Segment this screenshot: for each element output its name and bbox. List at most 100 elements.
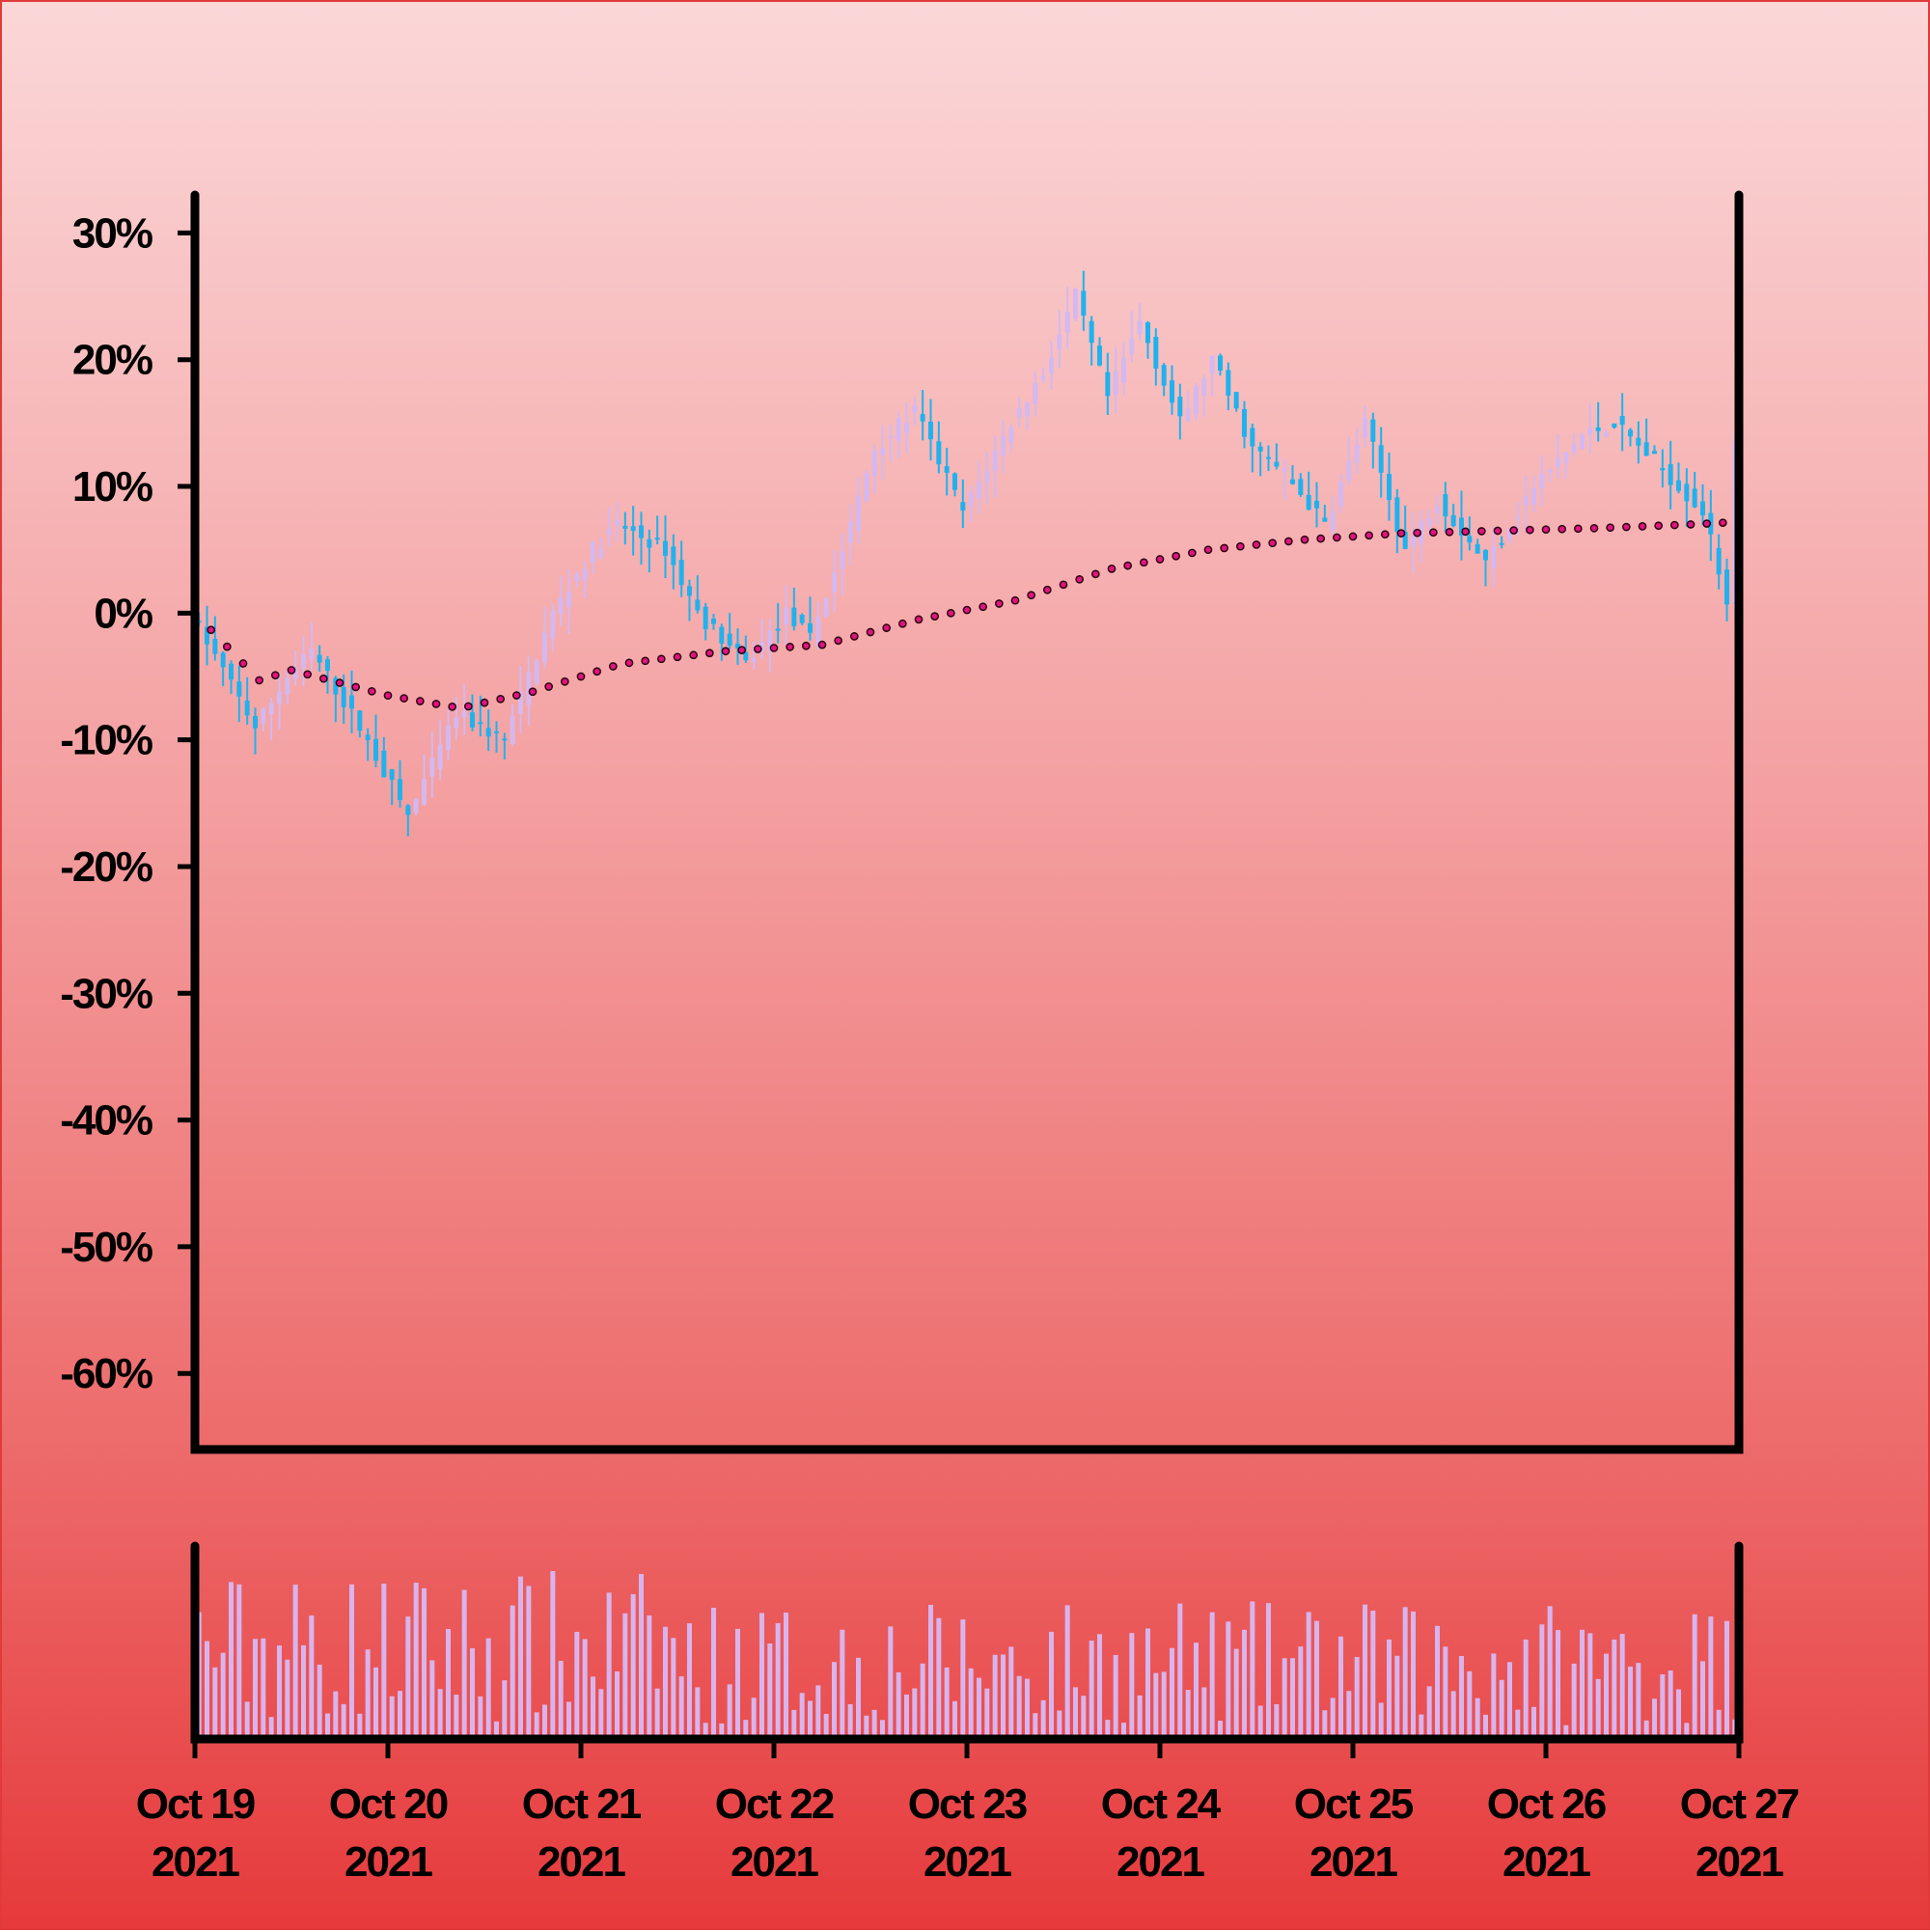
volume-bar: [422, 1587, 427, 1739]
candle: [1314, 482, 1319, 528]
volume-bar: [277, 1645, 282, 1739]
moving-average-dot: [351, 682, 361, 692]
candle-body: [236, 681, 242, 697]
candle-body: [615, 519, 620, 526]
moving-average-dot: [1172, 551, 1181, 561]
candle: [952, 472, 957, 497]
volume-bar: [1226, 1621, 1231, 1739]
candle: [1402, 505, 1408, 550]
candle-body: [960, 502, 966, 511]
y-tick-label: 20%: [72, 337, 152, 384]
candle: [1001, 420, 1006, 474]
candle-body: [1612, 423, 1617, 428]
candle: [1306, 471, 1311, 511]
moving-average-dot: [1638, 522, 1647, 531]
volume-bar: [317, 1664, 322, 1739]
candle-body: [1266, 456, 1271, 459]
moving-average-dot: [1300, 535, 1310, 544]
candle-body: [285, 677, 290, 695]
candle: [615, 501, 620, 542]
candle-body: [542, 632, 547, 663]
candle: [1370, 412, 1376, 469]
candle: [703, 602, 708, 641]
y-tick-label: -20%: [60, 843, 152, 891]
x-tick-label: Oct 27: [1680, 1780, 1799, 1828]
candle: [815, 600, 821, 650]
candle-body: [1233, 392, 1239, 409]
volume-bar: [1346, 1691, 1352, 1739]
candle: [727, 612, 732, 649]
candle-body: [1161, 365, 1167, 386]
candle: [502, 732, 508, 759]
candle-body: [1049, 357, 1054, 373]
volume-bar: [904, 1694, 909, 1739]
candle: [1153, 328, 1159, 386]
candle-body: [847, 521, 853, 543]
candle-body: [622, 525, 628, 529]
candle-body: [1282, 468, 1287, 473]
volume-bar: [1604, 1653, 1609, 1739]
candle-body: [1001, 436, 1006, 455]
volume-bar: [357, 1713, 363, 1739]
candle: [550, 603, 556, 652]
moving-average-dot: [303, 670, 313, 679]
volume-bar: [1170, 1647, 1174, 1739]
volume-bar: [413, 1583, 419, 1739]
candle-body: [735, 643, 740, 649]
candle: [1290, 465, 1295, 485]
volume-bar: [1233, 1648, 1239, 1739]
candle-body: [1209, 355, 1215, 374]
volume-bar: [832, 1662, 837, 1739]
x-tick-label-year: 2021: [924, 1838, 1011, 1886]
candle-body: [461, 711, 467, 718]
candle-body: [1547, 468, 1553, 473]
volume-bar: [864, 1715, 869, 1739]
volume-bar: [1266, 1603, 1271, 1739]
candle: [1660, 449, 1666, 488]
candle-body: [719, 626, 725, 644]
volume-bar: [558, 1660, 564, 1739]
candle: [598, 537, 604, 561]
volume-bar: [349, 1584, 354, 1739]
moving-average-dot: [496, 694, 506, 704]
candle: [1081, 270, 1087, 331]
volume-bar: [992, 1654, 998, 1739]
candle: [808, 596, 813, 641]
volume-bar: [494, 1721, 499, 1739]
candle: [1619, 393, 1625, 452]
candle-body: [1467, 536, 1473, 543]
candle: [1097, 337, 1102, 367]
candle-body: [494, 731, 499, 733]
candle-body: [446, 725, 451, 750]
candle-body: [928, 421, 933, 440]
x-tick-label-year: 2021: [1696, 1838, 1783, 1886]
x-tick-label-year: 2021: [345, 1838, 432, 1886]
candle-body: [1724, 569, 1729, 605]
candle-body: [1684, 483, 1690, 502]
candle: [944, 448, 950, 496]
volume-bar: [1580, 1629, 1585, 1739]
candle: [856, 477, 861, 543]
volume-bar: [1040, 1699, 1046, 1739]
candle-body: [598, 548, 604, 558]
candle-body: [1121, 357, 1126, 383]
candle-body: [711, 619, 716, 624]
candle-body: [1040, 375, 1046, 380]
candle: [767, 619, 773, 673]
volume-bar: [582, 1639, 588, 1739]
volume-bar: [1242, 1629, 1247, 1739]
candle: [1242, 400, 1247, 449]
candle-body: [1194, 386, 1199, 415]
volume-bar: [1025, 1678, 1030, 1739]
volume-bar: [1676, 1689, 1681, 1739]
volume-bar: [437, 1689, 443, 1739]
candle-body: [1089, 320, 1094, 344]
candle-body: [1129, 338, 1135, 354]
candle: [1556, 434, 1560, 479]
candle-body: [1346, 460, 1352, 481]
moving-average-dot: [1525, 525, 1534, 535]
candle-body: [1274, 461, 1280, 467]
volume-bar: [325, 1713, 330, 1739]
candle-body: [767, 630, 773, 650]
volume-bar: [1684, 1723, 1690, 1739]
